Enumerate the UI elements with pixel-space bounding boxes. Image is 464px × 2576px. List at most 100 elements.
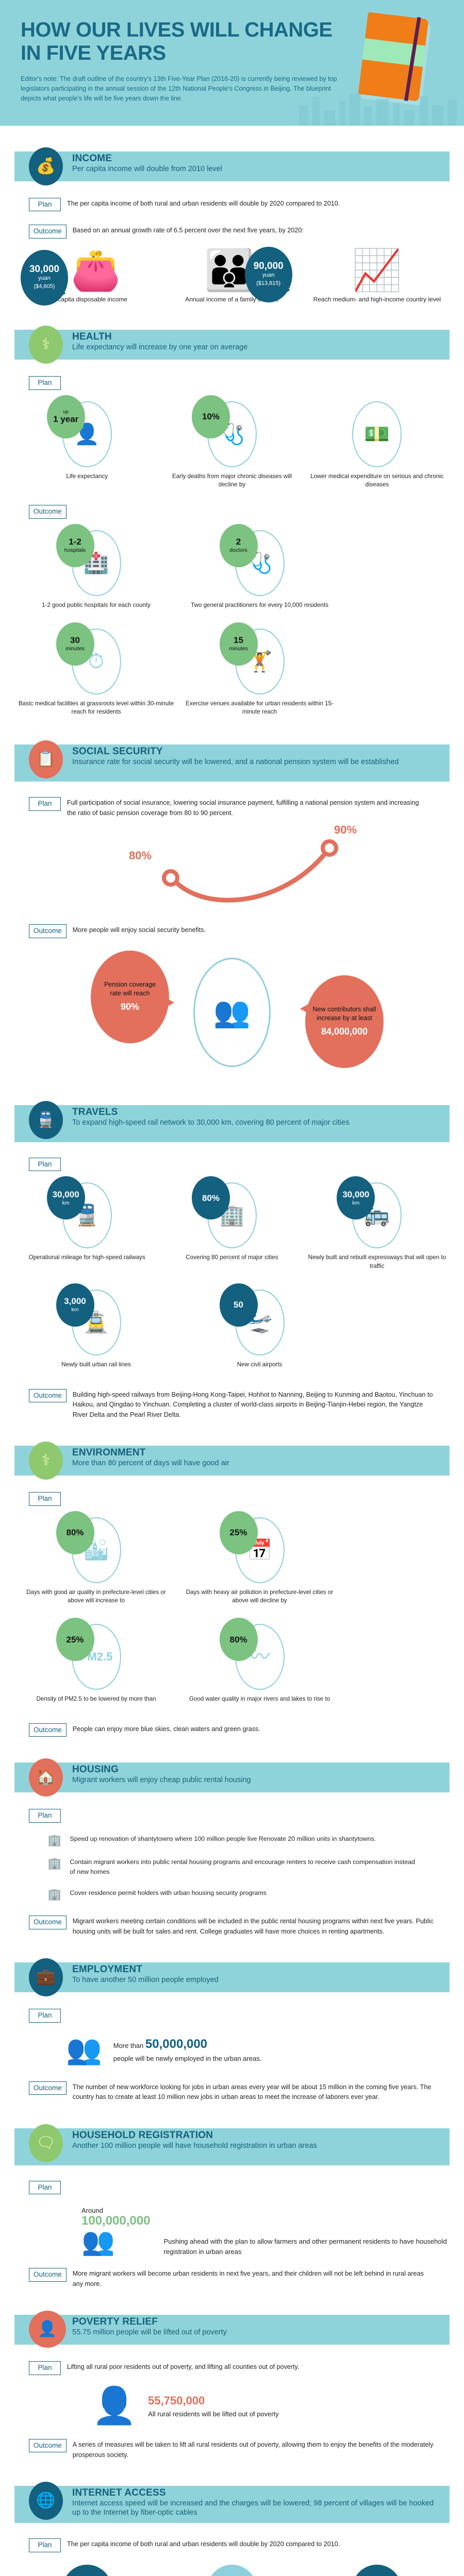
stat-expressways: 🚌 30,000 km Newly built and rebuilt expr… bbox=[305, 1176, 450, 1273]
outcome-text: The number of new workforce looking for … bbox=[72, 2083, 432, 2101]
section-header-employment: 💼 EMPLOYMENT To have another 50 million … bbox=[14, 1958, 450, 1997]
stat-caption: Life expectancy bbox=[66, 472, 108, 480]
health-outcome-stats-b: ⏱ 30 minutes Basic medical facilities at… bbox=[14, 622, 450, 719]
stat-doctors: 🩺 2 doctors Two general practitioners fo… bbox=[178, 523, 341, 612]
stat-ring: 🏥 1-2 hospitals bbox=[56, 523, 121, 596]
stat-value: 30 bbox=[70, 635, 80, 645]
plan-row-health: Plan bbox=[29, 376, 450, 390]
value-bubble: up 1 year bbox=[46, 395, 85, 438]
outcome-tag: Outcome bbox=[29, 505, 67, 519]
section-header-poverty: 👤 POVERTY RELIEF 55.75 million people wi… bbox=[14, 2311, 450, 2348]
employment-stat: 👥 More than 50,000,000 people will be ne… bbox=[66, 2035, 450, 2064]
outcome-tag: Outcome bbox=[29, 225, 67, 239]
stat-urban-rail: 🚊 3,000 km Newly built urban rail lines bbox=[14, 1283, 178, 1371]
curve-start-label: 80% bbox=[129, 849, 152, 862]
bubble-value: 90% bbox=[120, 1001, 140, 1012]
section-bar bbox=[14, 1105, 450, 1142]
household-number-block: Around 100,000,000 👥 bbox=[81, 2207, 150, 2255]
housing-plan-bullets: 🏢 Speed up renovation of shantytowns whe… bbox=[47, 1834, 450, 1900]
stat-ring: 🚊 3,000 km bbox=[56, 1283, 121, 1355]
bullet-text: Cover residence permit holders with urba… bbox=[70, 1889, 267, 1897]
household-stat: Around 100,000,000 👥 Pushing ahead with … bbox=[81, 2207, 450, 2257]
building-icon: 🏢 bbox=[47, 1856, 62, 1870]
stat-caption: Per capita disposable income bbox=[46, 295, 128, 303]
stat-prefix: Around bbox=[81, 2207, 103, 2215]
plan-tag: Plan bbox=[29, 1492, 61, 1506]
value-bubble: 25% bbox=[219, 1511, 258, 1554]
stat-unit: km bbox=[62, 1199, 70, 1206]
curve-graphic bbox=[162, 839, 338, 903]
section-bar bbox=[14, 2128, 450, 2165]
section-subtitle: Migrant workers will enjoy cheap public … bbox=[72, 1776, 251, 1785]
bullet-text: Contain migrant workers into public rent… bbox=[70, 1858, 415, 1876]
stat-suffix: Pushing ahead with the plan to allow far… bbox=[163, 2238, 447, 2256]
stat-per-capita: 30,000 yuan ($4,605) 👛 Per capita dispos… bbox=[14, 249, 159, 306]
stat-value: 25% bbox=[66, 1634, 84, 1645]
plan-row-poverty: Plan Lifting all rural poor residents ou… bbox=[29, 2361, 450, 2375]
value-bubble: 25% bbox=[56, 1618, 94, 1662]
section-title: ENVIRONMENT bbox=[72, 1447, 146, 1459]
section-bar bbox=[14, 2486, 450, 2523]
stat-value: 50 bbox=[234, 1300, 243, 1310]
outcome-row-travels: Outcome Building high-speed railways fro… bbox=[29, 1388, 450, 1420]
section-bar bbox=[14, 1446, 450, 1476]
stat-ring: 🏙 80% bbox=[56, 1511, 121, 1583]
section-subtitle: Another 100 million people will have hou… bbox=[72, 2141, 317, 2150]
section-header-household: 🗨 HOUSEHOLD REGISTRATION Another 100 mil… bbox=[14, 2124, 450, 2167]
section-bar bbox=[14, 1962, 450, 1993]
stat-water-quality: 〰 80% Good water quality in major rivers… bbox=[178, 1618, 341, 1706]
plan-tag: Plan bbox=[29, 2009, 61, 2023]
value-bubble: 80% bbox=[191, 1176, 230, 1220]
section-subtitle: Insurance rate for social security will … bbox=[72, 758, 399, 767]
stat-ring: 👥 bbox=[193, 957, 271, 1067]
outcome-text: A series of measures will be taken to li… bbox=[72, 2441, 434, 2459]
stat-pm25: PM2.5 25% Density of PM2.5 to be lowered… bbox=[14, 1618, 178, 1706]
pension-stats: 👥 Pension coverage rate will reach 90% N… bbox=[14, 950, 450, 1079]
value-bubble: 30,000 km bbox=[337, 1176, 375, 1220]
bubble-text: Pension coverage rate will reach bbox=[104, 980, 156, 997]
globe-laptop-icon: 🌐 bbox=[29, 2482, 63, 2520]
outcome-row-income: Outcome Based on an annual growth rate o… bbox=[29, 225, 450, 239]
stat-caption: Exercise venues available for urban resi… bbox=[186, 700, 334, 716]
people-group-icon: 👥 bbox=[81, 2226, 115, 2257]
value-bubble: 30,000 yuan ($4,605) bbox=[21, 249, 68, 306]
outcome-tag: Outcome bbox=[29, 1916, 67, 1929]
stat-chronic-decline: 🩺 10% Early deaths from major chronic di… bbox=[159, 395, 304, 492]
stat-ring: 🩺 2 doctors bbox=[219, 523, 285, 596]
bubble-text: New contributors shall increase by at le… bbox=[312, 1005, 376, 1022]
outcome-row-household: Outcome More migrant workers will become… bbox=[29, 2268, 450, 2289]
stat-value: 50,000,000 bbox=[145, 2037, 208, 2052]
stat-ring: 🏋 15 minutes bbox=[219, 622, 285, 694]
section-subtitle: Internet access speed will be increased … bbox=[72, 2499, 434, 2517]
plan-row-household: Plan bbox=[29, 2180, 450, 2195]
internet-stats: >1,000 Mbps Urban areas will realize ful… bbox=[14, 2564, 450, 2576]
value-bubble: 2 doctors bbox=[219, 523, 258, 567]
house-icon: 🏠 bbox=[29, 1758, 63, 1797]
speed-icon: >1,000 Mbps bbox=[62, 2564, 112, 2576]
stat-hospitals: 🏥 1-2 hospitals 1-2 good public hospital… bbox=[14, 523, 178, 612]
stat-value: 10% bbox=[202, 412, 220, 422]
outcome-tag: Outcome bbox=[29, 2438, 67, 2453]
money-stack-icon: 💵 bbox=[364, 422, 390, 446]
pension-coverage-curve: 80% 90% bbox=[14, 823, 450, 911]
section-header-environment: ⚕ ENVIRONMENT More than 80 percent of da… bbox=[14, 1442, 450, 1480]
stat-ring: ⏱ 30 minutes bbox=[56, 622, 121, 694]
plan-text: The per capita income of both rural and … bbox=[67, 2540, 340, 2548]
section-title: HOUSEHOLD REGISTRATION bbox=[72, 2129, 213, 2141]
section-bar bbox=[14, 330, 450, 360]
medical-kit-icon: ⚕ bbox=[29, 1442, 63, 1480]
section-title: POVERTY RELIEF bbox=[72, 2316, 158, 2328]
section-header-housing: 🏠 HOUSING Migrant workers will enjoy che… bbox=[14, 1758, 450, 1797]
plan-tag: Plan bbox=[29, 376, 61, 390]
stat-caption: Lower medical expenditure on serious and… bbox=[310, 472, 444, 488]
stat-heavy-pollution-days: 📅 25% Days with heavy air pollution in p… bbox=[178, 1511, 341, 1608]
plan-row-housing: Plan bbox=[29, 1809, 450, 1823]
section-header-health: ⚕ HEALTH Life expectancy will increase b… bbox=[14, 326, 450, 364]
section-subtitle: Life expectancy will increase by one yea… bbox=[72, 343, 248, 352]
outcome-row-housing: Outcome Migrant workers meeting certain … bbox=[29, 1916, 450, 1937]
stat-suffix: people will be newly employed in the urb… bbox=[113, 2055, 262, 2063]
skyline-decoration bbox=[294, 89, 464, 126]
stat-unit: minutes bbox=[65, 645, 85, 652]
plan-row-internet: Plan The per capita income of both rural… bbox=[29, 2538, 450, 2552]
stat-value: 55,750,000 bbox=[148, 2394, 205, 2407]
